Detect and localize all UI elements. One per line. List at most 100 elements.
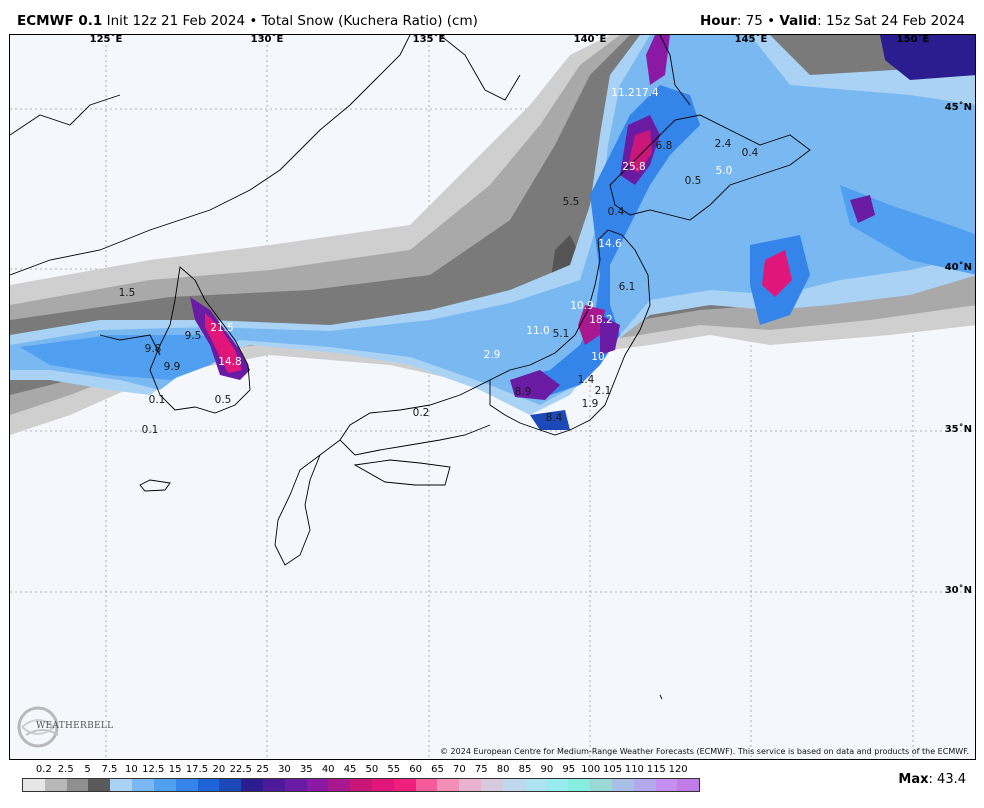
snow-value-label: 21.5 [210, 322, 234, 334]
colorbar-swatch [306, 779, 329, 791]
colorbar-tick-label: 10 [124, 764, 138, 775]
snow-value-label: 0.5 [214, 394, 232, 406]
colorbar-tick-label: 115 [646, 764, 666, 775]
snow-value-label: 9.8 [144, 343, 162, 355]
hour-label: Hour [699, 13, 737, 29]
colorbar-tick-label: 45 [343, 764, 357, 775]
colorbar-swatch [284, 779, 307, 791]
snow-value-label: 0.4 [607, 206, 625, 218]
valid-separator: • [767, 13, 776, 29]
map-canvas [10, 35, 975, 759]
lon-label: 130˚E [250, 34, 284, 45]
colorbar-tick-label: 17.5 [185, 764, 209, 775]
colorbar-tick-label: 80 [496, 764, 510, 775]
snow-value-label: 0.5 [684, 175, 702, 187]
snow-value-label: 5.5 [562, 196, 580, 208]
snow-value-label: 11.0 [526, 325, 550, 337]
colorbar-tick-label: 0.2 [35, 764, 52, 775]
colorbar-swatch [546, 779, 569, 791]
lat-label: 40˚N [944, 262, 972, 273]
colorbar-tick-label: 20 [212, 764, 226, 775]
snow-value-label: 8.4 [545, 412, 563, 424]
hour-value: : 75 [736, 13, 763, 29]
snow-value-label: 0.1 [141, 424, 159, 436]
copyright-notice: © 2024 European Centre for Medium-Range … [440, 747, 969, 756]
colorbar-tick-label: 22.5 [229, 764, 252, 775]
snow-value-label: 25.8 [622, 161, 646, 173]
weatherbell-logo: WEATHERBELL [16, 705, 113, 749]
lat-label: 30˚N [944, 585, 972, 596]
colorbar-swatch [175, 779, 198, 791]
lon-label: 150˚E [896, 34, 930, 45]
colorbar-swatch [153, 779, 176, 791]
colorbar-tick-label: 25 [256, 764, 269, 775]
colorbar-tick-label: 95 [562, 764, 576, 775]
colorbar-swatch [262, 779, 285, 791]
colorbar-swatch [677, 779, 700, 791]
colorbar-swatch [524, 779, 547, 791]
snow-value-label: 6.8 [655, 140, 673, 152]
colorbar-tick-label: 105 [602, 764, 623, 775]
colorbar-swatch [372, 779, 394, 791]
valid-value: : 15z Sat 24 Feb 2024 [817, 13, 965, 29]
colorbar-swatch [590, 779, 612, 791]
snow-value-label: 8.9 [514, 386, 532, 398]
product-name: Total Snow (Kuchera Ratio) (cm) [261, 13, 478, 29]
max-label: Max [898, 772, 929, 787]
colorbar-swatch [611, 779, 634, 791]
colorbar-swatch [459, 779, 482, 791]
snow-value-label: 14.8 [218, 356, 242, 368]
colorbar-swatch [350, 779, 372, 791]
colorbar-swatch [655, 779, 678, 791]
colorbar-swatch [502, 779, 525, 791]
snow-value-label: 10.9 [570, 300, 594, 312]
colorbar-tick-label: 5 [84, 764, 91, 775]
title: ECMWF 0.1 Init 12z 21 Feb 2024 • Total S… [17, 13, 478, 29]
colorbar-tick-label: 65 [431, 764, 444, 775]
colorbar-tick-label: 30 [278, 764, 291, 775]
snow-value-label: 10.8 [591, 351, 615, 363]
snow-value-label: 1.4 [577, 374, 595, 386]
colorbar-tick-label: 100 [581, 764, 601, 775]
colorbar-swatch [568, 779, 591, 791]
coastlines [10, 35, 811, 700]
lon-label: 125˚E [89, 34, 123, 45]
colorbar-tick-label: 110 [624, 764, 644, 775]
snow-value-label: 1.9 [581, 398, 599, 410]
colorbar-swatch [241, 779, 263, 791]
colorbar-tick-label: 60 [409, 764, 423, 775]
colorbar-tick-label: 70 [453, 764, 466, 775]
snowfall-map[interactable]: 125˚E 130˚E 135˚E 140˚E 145˚E 150˚E 45˚N… [9, 34, 976, 760]
colorbar-swatch [415, 779, 438, 791]
header: ECMWF 0.1 Init 12z 21 Feb 2024 • Total S… [0, 0, 984, 34]
colorbar-tick-label: 15 [168, 764, 182, 775]
max-number: : 43.4 [928, 772, 966, 787]
snow-value-label: 17.4 [635, 87, 659, 99]
colorbar-tick-label: 90 [540, 764, 554, 775]
max-value: Max: 43.4 [898, 772, 966, 787]
colorbar-tick-label: 40 [321, 764, 335, 775]
lat-label: 45˚N [944, 102, 972, 113]
colorbar-tick-label: 120 [668, 764, 688, 775]
colorbar-swatch [66, 779, 89, 791]
colorbar [22, 778, 700, 792]
colorbar-swatch [44, 779, 67, 791]
colorbar-tick-label: 85 [518, 764, 532, 775]
colorbar-tick-label: 2.5 [57, 764, 74, 775]
colorbar-swatch [481, 779, 503, 791]
colorbar-swatch [393, 779, 416, 791]
colorbar-swatch [437, 779, 460, 791]
lon-label: 135˚E [412, 34, 446, 45]
snow-value-label: 0.1 [148, 394, 166, 406]
colorbar-swatch [132, 779, 154, 791]
title-separator: • [249, 13, 258, 29]
snow-value-label: 11.2 [611, 87, 635, 99]
colorbar-swatch [88, 779, 111, 791]
snow-value-label: 9.5 [184, 330, 202, 342]
snow-value-label: 2.9 [483, 349, 501, 361]
init-time: Init 12z 21 Feb 2024 [106, 13, 246, 29]
colorbar-tick-label: 12.5 [142, 764, 165, 775]
snow-value-label: 0.2 [412, 407, 430, 419]
lon-label: 145˚E [734, 34, 768, 45]
snow-value-label: 5.1 [552, 328, 570, 340]
